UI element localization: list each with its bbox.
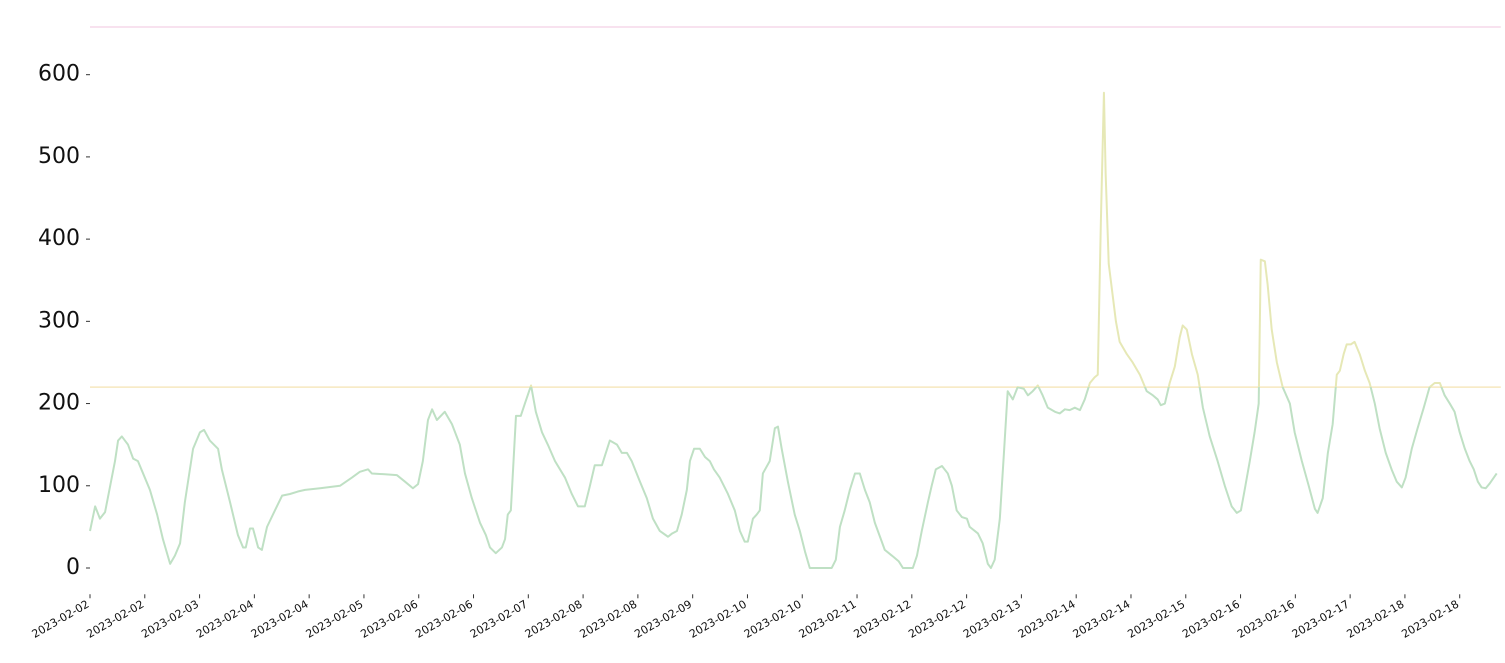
x-tick-label: 2023-02-16 [1180,598,1242,641]
x-tick-label: 2023-02-05 [304,598,366,641]
x-tick-label: 2023-02-02 [30,598,92,641]
x-tick-label: 2023-02-12 [851,598,913,641]
y-tick-label: 200 [38,391,80,416]
x-tick-label: 2023-02-18 [1399,598,1461,641]
x-tick-label: 2023-02-12 [906,598,968,641]
y-tick-label: 400 [38,226,80,251]
x-tick-label: 2023-02-04 [249,598,311,641]
y-tick-label: 300 [38,308,80,333]
x-tick-label: 2023-02-03 [139,598,201,641]
x-tick-label: 2023-02-10 [687,598,749,641]
x-tick-label: 2023-02-18 [1345,598,1407,641]
x-tick-label: 2023-02-14 [1016,598,1078,641]
y-tick-label: 100 [38,473,80,498]
y-tick-label: 0 [66,555,80,580]
x-tick-label: 2023-02-17 [1290,598,1352,641]
y-tick-label: 500 [38,144,80,169]
x-tick-label: 2023-02-16 [1235,598,1297,641]
x-tick-label: 2023-02-07 [468,598,530,641]
y-tick-label: 600 [38,62,80,87]
x-tick-label: 2023-02-14 [1071,598,1133,641]
x-tick-label: 2023-02-08 [578,598,640,641]
x-tick-label: 2023-02-10 [742,598,804,641]
x-tick-label: 2023-02-15 [1125,598,1187,641]
x-tick-label: 2023-02-13 [961,598,1023,641]
x-tick-label: 2023-02-09 [632,598,694,641]
data-line [89,91,1498,569]
x-tick-label: 2023-02-02 [84,598,146,641]
x-tick-label: 2023-02-11 [797,598,859,641]
x-tick-label: 2023-02-06 [358,598,420,641]
x-tick-label: 2023-02-08 [523,598,585,641]
x-tick-label: 2023-02-06 [413,598,475,641]
x-tick-label: 2023-02-04 [194,598,256,641]
